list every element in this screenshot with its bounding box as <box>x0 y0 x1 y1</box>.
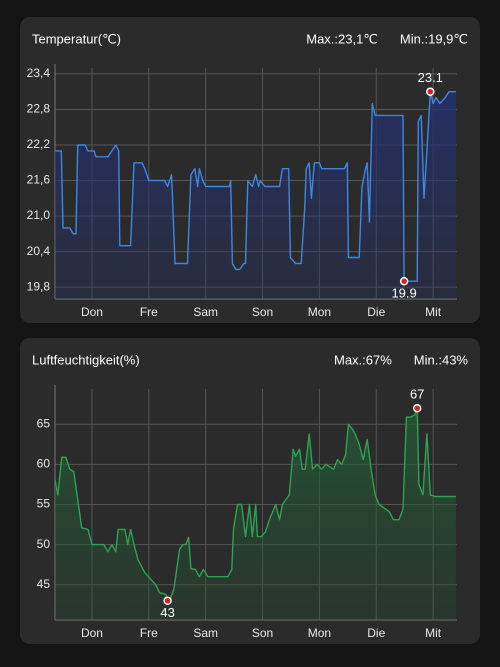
chart-card: Luftfeuchtigkeit(%) Min.:43% Max.:67% 45 50 5… <box>20 338 480 644</box>
area-fill <box>55 408 456 620</box>
x-tick-label: Fre <box>140 626 158 640</box>
y-tick-label: 60 <box>37 457 51 471</box>
x-tick-label: Don <box>81 626 103 640</box>
line <box>55 91 456 282</box>
chart-card: Temperatur(℃) Min.:19,9℃ Max.:23,1℃ 19,8 20,… <box>20 17 480 323</box>
x-tick-label: Sam <box>193 626 218 640</box>
x-tick-label: Son <box>252 305 273 319</box>
y-tick-label: 50 <box>37 537 51 551</box>
y-tick-label: 22,8 <box>27 102 51 116</box>
y-tick-label: 65 <box>37 416 51 430</box>
y-tick-label: 21,0 <box>27 208 51 222</box>
max-label: Max.:67% <box>334 352 392 367</box>
min-label: Min.:43% <box>414 352 469 367</box>
x-tick-label: Fre <box>140 305 158 319</box>
x-tick-label: Die <box>367 626 385 640</box>
annotation-label: 23.1 <box>418 70 443 85</box>
max-label: Max.:23,1℃ <box>306 31 378 46</box>
x-tick-label: Mon <box>308 626 331 640</box>
area-fill <box>55 91 456 299</box>
annotation-marker <box>426 87 435 96</box>
x-tick-label: Mit <box>425 626 442 640</box>
annotation-marker <box>399 276 409 286</box>
y-tick-label: 21,6 <box>27 173 51 187</box>
y-tick-label: 19,8 <box>27 279 51 293</box>
x-tick-label: Sam <box>193 305 218 319</box>
min-label: Min.:19,9℃ <box>400 31 468 46</box>
x-tick-label: Son <box>252 626 273 640</box>
annotation-marker <box>163 596 172 605</box>
line <box>54 407 456 602</box>
y-tick-label: 55 <box>37 497 51 511</box>
x-tick-label: Mon <box>308 305 331 319</box>
y-tick-label: 20,4 <box>27 244 51 258</box>
annotation-label: 67 <box>410 387 424 402</box>
x-tick-label: Die <box>367 305 385 319</box>
y-tick-label: 23,4 <box>27 66 51 80</box>
annotation-marker <box>412 404 422 413</box>
chart-title: Luftfeuchtigkeit(%) <box>32 352 140 367</box>
y-tick-label: 45 <box>37 577 51 591</box>
chart-title: Temperatur(℃) <box>32 31 121 46</box>
y-tick-label: 22,2 <box>27 137 51 151</box>
x-tick-label: Don <box>81 305 103 319</box>
annotation-label: 43 <box>160 605 174 620</box>
annotation-label: 19.9 <box>391 286 416 301</box>
x-tick-label: Mit <box>425 305 442 319</box>
